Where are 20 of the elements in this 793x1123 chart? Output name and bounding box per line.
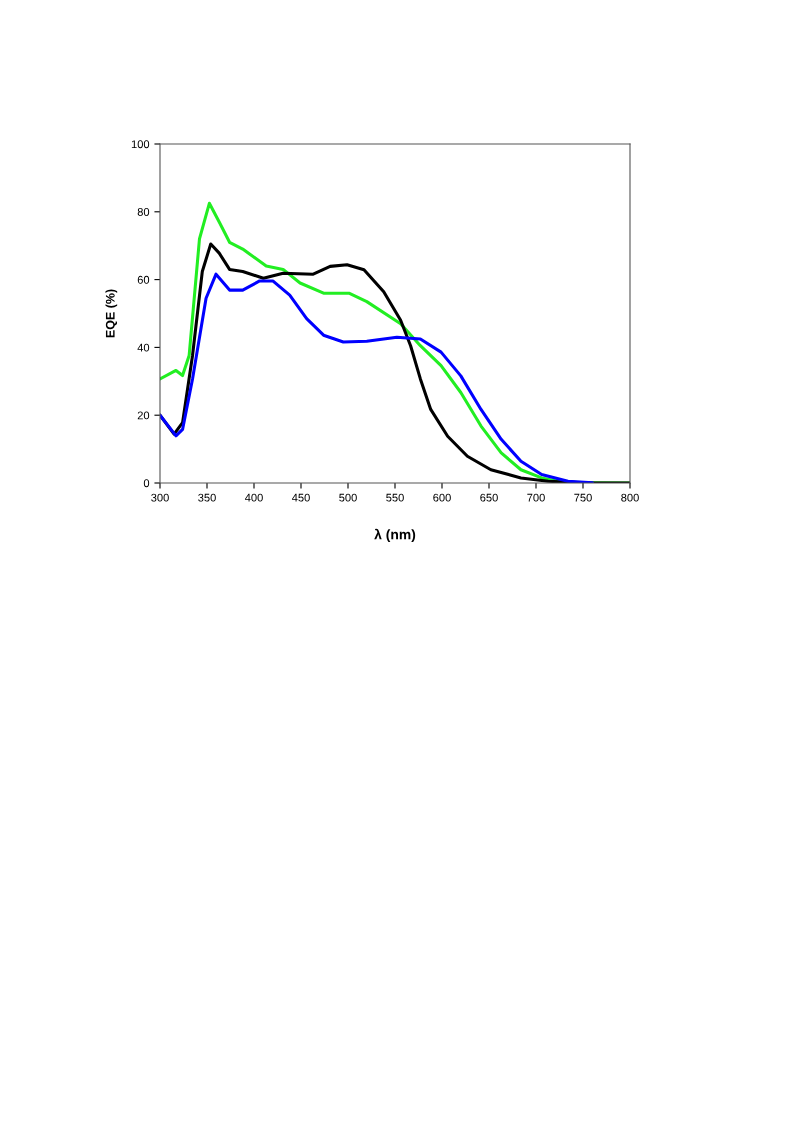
- y-tick-label: 60: [137, 275, 150, 284]
- x-tick-label: 600: [433, 493, 451, 502]
- x-tick-label: 400: [244, 493, 263, 502]
- x-tick-label: 700: [527, 493, 545, 502]
- x-axis-title: λ (nm): [374, 528, 416, 543]
- x-tick-label: 350: [198, 493, 216, 502]
- y-tick-label: 80: [137, 208, 150, 216]
- y-tick-label: 40: [137, 343, 150, 352]
- x-tick-label: 750: [574, 493, 592, 502]
- y-tick-label: 100: [131, 140, 150, 149]
- x-tick-label: 550: [386, 493, 404, 502]
- x-tick-label: 450: [291, 493, 310, 502]
- y-tick-label: 0: [143, 479, 150, 488]
- y-tick-label: 20: [137, 411, 150, 420]
- x-tick-label: 300: [151, 493, 169, 502]
- y-axis-title: EQE (%): [105, 289, 118, 338]
- x-tick-label: 650: [480, 493, 498, 502]
- x-tick-label: 500: [339, 493, 357, 502]
- line-series: [160, 272, 594, 483]
- x-tick-label: 800: [621, 493, 639, 502]
